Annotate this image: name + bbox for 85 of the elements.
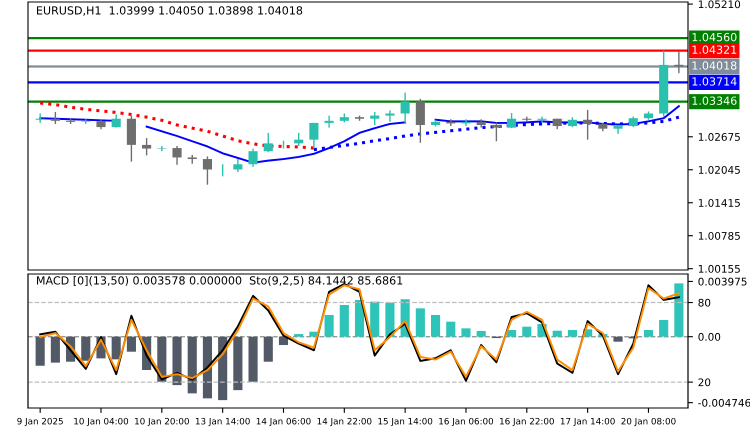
y2-tick-label: 20 — [698, 378, 710, 386]
y2-tick-label: 80 — [698, 298, 710, 307]
candlestick — [324, 114, 334, 128]
candlestick — [233, 158, 242, 173]
candlestick — [112, 114, 121, 128]
candlestick — [157, 145, 166, 152]
candlestick — [416, 98, 425, 144]
candlestick — [142, 137, 152, 156]
candlestick — [96, 119, 106, 130]
bar — [126, 336, 136, 352]
bar — [172, 336, 182, 386]
ref-line-label: 1.03714 — [692, 77, 737, 86]
candlestick — [309, 122, 318, 150]
ref-line-label: 1.03346 — [692, 96, 737, 105]
bar — [659, 320, 668, 337]
x-tick-label: 17 Jan 14:00 — [560, 418, 615, 426]
bar — [476, 330, 486, 337]
x-tick-label: 10 Jan 20:00 — [135, 418, 189, 426]
bar — [644, 330, 654, 337]
candlestick — [264, 132, 273, 153]
bar — [674, 283, 684, 337]
line-series — [38, 101, 316, 150]
bar — [416, 308, 425, 337]
candlestick — [552, 118, 562, 130]
y-tick-label: 1.05210 — [698, 0, 740, 8]
bar — [233, 336, 242, 390]
y-tick-label: 0.003975 — [698, 278, 747, 286]
candlestick — [492, 122, 501, 142]
candlestick — [628, 116, 638, 128]
candlestick — [248, 148, 258, 168]
bar — [81, 336, 90, 361]
bar — [522, 326, 532, 337]
bar — [50, 336, 60, 363]
candlestick — [385, 110, 394, 123]
candlestick — [202, 156, 212, 186]
candlestick — [370, 111, 380, 126]
y-tick-label: 1.00155 — [698, 264, 740, 273]
y-tick-label: 1.02675 — [698, 133, 740, 141]
ref-line-label: 1.04321 — [692, 45, 736, 54]
y-tick-label: 1.00785 — [698, 232, 740, 240]
x-tick-label: 14 Jan 06:00 — [256, 418, 311, 426]
x-tick-label: 16 Jan 06:00 — [439, 418, 494, 426]
bar — [264, 336, 273, 362]
bar — [507, 330, 516, 337]
x-tick-label: 13 Jan 14:00 — [196, 418, 250, 426]
y-tick-label: 0.00 — [698, 332, 720, 341]
candlestick — [172, 145, 182, 166]
bar — [248, 336, 258, 382]
candlestick — [50, 111, 60, 125]
bar — [340, 305, 349, 337]
bar — [188, 336, 197, 394]
x-tick-label: 9 Jan 2025 — [17, 418, 63, 426]
bar — [446, 322, 456, 337]
bar — [278, 336, 288, 346]
bar — [613, 336, 623, 342]
bar — [294, 334, 304, 337]
chart-title: EURUSD,H1 1.03999 1.04050 1.03898 1.04018 — [37, 6, 302, 16]
x-tick-label: 20 Jan 08:00 — [621, 418, 676, 426]
x-tick-label: 14 Jan 22:00 — [318, 418, 372, 426]
bar — [36, 336, 45, 366]
candlestick — [674, 51, 684, 74]
bar — [430, 315, 440, 337]
candlestick — [583, 109, 592, 140]
x-tick-label: 10 Jan 04:00 — [74, 418, 128, 426]
candlestick — [81, 118, 90, 125]
bar — [385, 302, 394, 337]
ref-line-label: 1.04560 — [692, 32, 737, 42]
bar — [370, 302, 380, 337]
candlestick — [400, 92, 410, 125]
x-tick-label: 16 Jan 22:00 — [500, 418, 554, 426]
bar — [461, 328, 471, 337]
x-tick-label: 15 Jan 14:00 — [378, 418, 432, 426]
bar — [324, 315, 334, 337]
candlestick — [568, 116, 577, 128]
bar — [112, 336, 121, 360]
y-tick-label: 1.01415 — [698, 198, 740, 207]
bar — [568, 330, 577, 337]
ref-line-label: 1.04018 — [692, 61, 736, 70]
candlestick — [36, 112, 45, 124]
chart-title: MACD [0](13,50) 0.003578 0.000000 Sto(9,2,5) 84.1442 85.6861 — [37, 276, 402, 286]
y-tick-label: 1.02045 — [698, 166, 740, 174]
candlestick — [66, 118, 76, 125]
candlestick — [294, 132, 304, 147]
candlestick — [507, 112, 516, 129]
bar — [552, 330, 562, 337]
